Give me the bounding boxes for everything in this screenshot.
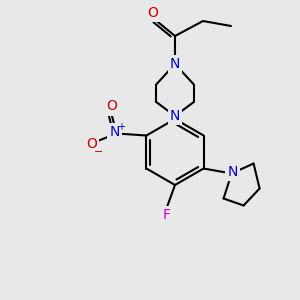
Text: O: O — [106, 100, 117, 113]
Text: F: F — [163, 208, 171, 222]
Text: N: N — [109, 125, 120, 140]
Text: −: − — [94, 146, 103, 157]
Text: N: N — [227, 164, 238, 178]
Text: N: N — [170, 57, 180, 71]
Text: O: O — [86, 137, 97, 152]
Text: +: + — [117, 122, 125, 133]
Text: N: N — [170, 109, 180, 123]
Text: O: O — [148, 6, 158, 20]
